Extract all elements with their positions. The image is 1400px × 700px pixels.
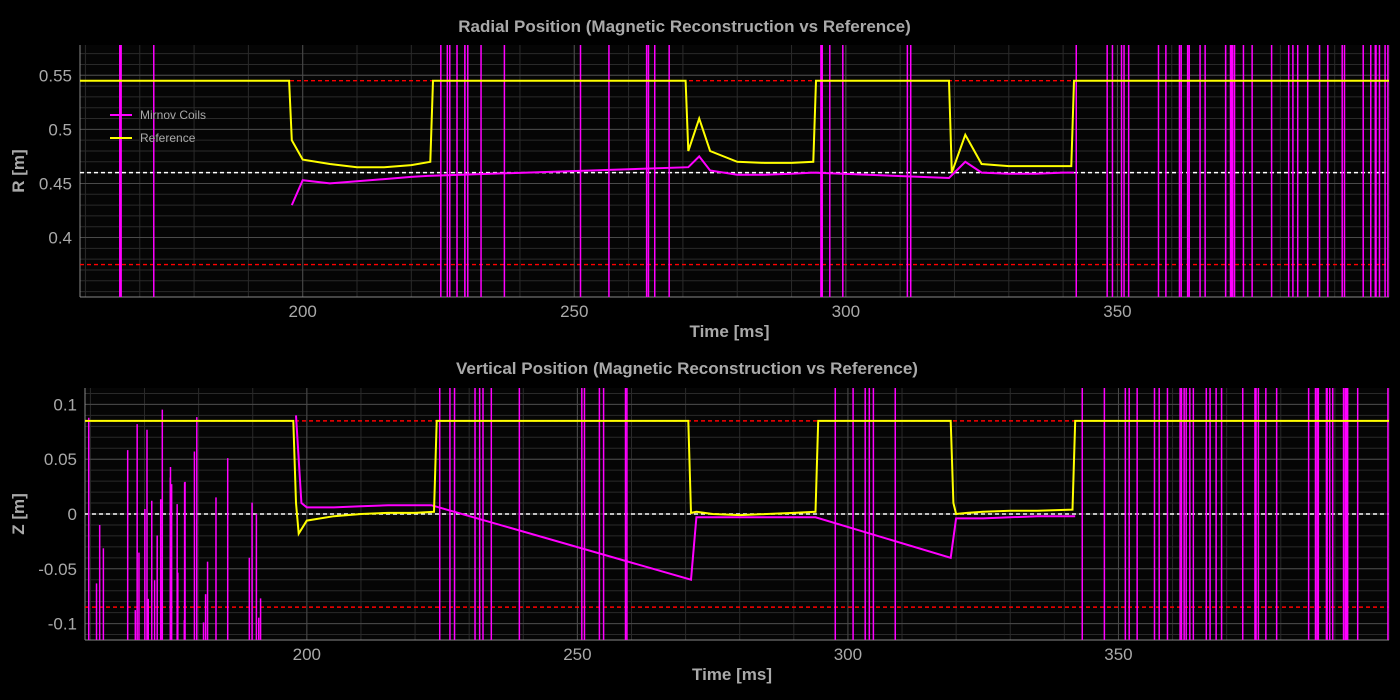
legend-label: Mirnov Coils	[140, 108, 206, 122]
chart-panel-1: 200 250 300 350 0.4 0.45 0.5 0.55 Radial Positio…	[9, 17, 1390, 341]
y-tick-label: 0.45	[39, 174, 72, 193]
x-axis-label: Time [ms]	[692, 665, 772, 684]
series-reference	[85, 419, 1389, 537]
x-tick-label: 200	[293, 645, 321, 664]
y-tick-label: -0.1	[48, 615, 77, 634]
legend: Mirnov Coils Reference	[110, 108, 206, 145]
y-tick-label: 0.1	[53, 395, 77, 414]
x-tick-label: 350	[1103, 302, 1131, 321]
series-mirnov-coils	[290, 154, 1074, 206]
x-axis-label: Time [ms]	[690, 322, 770, 341]
x-tick-label: 300	[834, 645, 862, 664]
chart-panel-2: 200 250 300 350 -0.1 -0.05 0 0.05 0.1 Vertical Po…	[9, 359, 1390, 684]
y-tick-label: 0	[68, 505, 77, 524]
chart-title: Vertical Position (Magnetic Reconstructi…	[456, 359, 918, 378]
series-mirnov-coils	[295, 415, 1076, 581]
series-reference	[80, 79, 1389, 173]
y-tick-label: -0.05	[38, 560, 77, 579]
y-axis-label: R [m]	[9, 149, 28, 192]
series-group	[80, 45, 1389, 297]
y-tick-label: 0.4	[48, 229, 72, 248]
x-tick-label: 200	[289, 302, 317, 321]
y-tick-label: 0.55	[39, 66, 72, 85]
series-group	[85, 388, 1389, 640]
x-tick-label: 300	[832, 302, 860, 321]
mirnov-noise-spikes	[87, 388, 1389, 640]
chart-title: Radial Position (Magnetic Reconstruction…	[458, 17, 910, 36]
legend-label: Reference	[140, 131, 196, 145]
x-tick-label: 250	[563, 645, 591, 664]
mirnov-noise-spikes	[119, 45, 1389, 297]
y-axis-label: Z [m]	[9, 493, 28, 535]
plot-area	[80, 45, 1389, 297]
y-tick-label: 0.5	[48, 120, 72, 139]
x-tick-label: 250	[560, 302, 588, 321]
x-tick-label: 350	[1104, 645, 1132, 664]
y-tick-label: 0.05	[44, 450, 77, 469]
